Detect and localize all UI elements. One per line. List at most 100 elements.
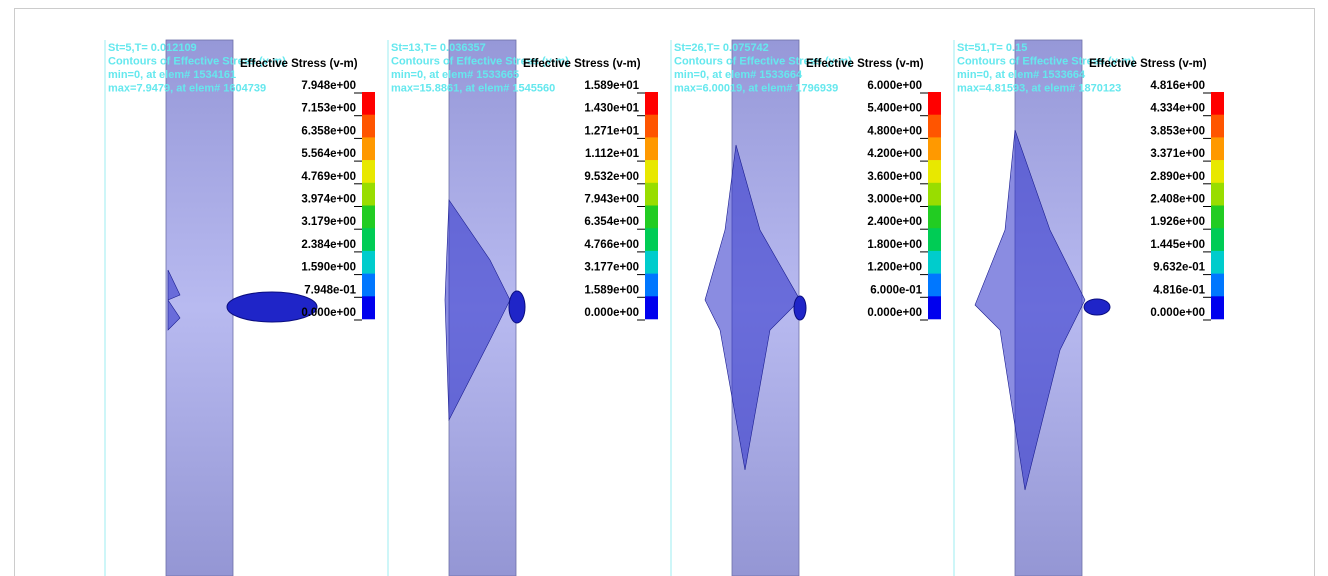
colorbar-cell (928, 137, 941, 160)
colorbar-cell (645, 296, 658, 319)
legend-label: 7.153e+00 (301, 103, 356, 115)
legend-label: 0.000e+00 (867, 307, 922, 319)
legend-label: 3.853e+00 (1150, 125, 1205, 137)
legend-title: Effective Stress (v-m) (240, 58, 358, 70)
legend-label: 3.179e+00 (301, 216, 356, 228)
header-line: min=0, at elem# 1533664 (674, 69, 803, 81)
legend-label: 3.974e+00 (301, 194, 356, 206)
colorbar-cell (645, 206, 658, 229)
colorbar-cell (362, 274, 375, 297)
colorbar-cell (362, 183, 375, 206)
legend-label: 0.000e+00 (1150, 307, 1205, 319)
legend-label: 1.445e+00 (1150, 239, 1205, 251)
colorbar-cell (928, 251, 941, 274)
legend-title: Effective Stress (v-m) (1089, 58, 1207, 70)
legend-label: 3.000e+00 (867, 194, 922, 206)
legend-label: 1.589e+01 (584, 80, 639, 92)
colorbar-cell (362, 160, 375, 183)
projectile (509, 291, 525, 323)
legend-label: 7.948e+00 (301, 80, 356, 92)
legend-label: 1.271e+01 (584, 125, 639, 137)
figure: St=5,T= 0.012109Contours of Effective St… (0, 0, 1328, 576)
colorbar-cell (645, 274, 658, 297)
legend-label: 4.800e+00 (867, 125, 922, 137)
colorbar-cell (1211, 206, 1224, 229)
legend-label: 4.334e+00 (1150, 103, 1205, 115)
header-line: St=51,T= 0.15 (957, 42, 1027, 54)
legend-label: 3.600e+00 (867, 171, 922, 183)
colorbar-cell (928, 160, 941, 183)
colorbar-cell (645, 228, 658, 251)
header-line: min=0, at elem# 1533664 (957, 69, 1086, 81)
legend-title: Effective Stress (v-m) (523, 58, 641, 70)
colorbar-cell (928, 274, 941, 297)
colorbar-cell (1211, 274, 1224, 297)
colorbar-cell (1211, 137, 1224, 160)
legend-label: 4.816e+00 (1150, 80, 1205, 92)
legend-label: 2.890e+00 (1150, 171, 1205, 183)
colorbar-cell (645, 115, 658, 138)
header-line: St=13,T= 0.036357 (391, 42, 486, 54)
legend-label: 5.564e+00 (301, 148, 356, 160)
projectile (794, 296, 806, 320)
colorbar-cell (362, 251, 375, 274)
legend-label: 7.948e-01 (304, 284, 356, 296)
plate (166, 40, 233, 576)
colorbar-cell (1211, 92, 1224, 115)
legend-label: 2.384e+00 (301, 239, 356, 251)
colorbar-cell (928, 115, 941, 138)
colorbar-cell (1211, 296, 1224, 319)
legend-label: 3.371e+00 (1150, 148, 1205, 160)
legend-label: 6.354e+00 (584, 216, 639, 228)
legend-label: 6.000e+00 (867, 80, 922, 92)
legend-label: 1.200e+00 (867, 262, 922, 274)
colorbar-cell (645, 137, 658, 160)
colorbar-cell (362, 137, 375, 160)
colorbar-cell (1211, 251, 1224, 274)
colorbar-cell (928, 92, 941, 115)
legend-label: 4.769e+00 (301, 171, 356, 183)
legend-label: 2.408e+00 (1150, 194, 1205, 206)
colorbar-cell (928, 183, 941, 206)
legend-label: 4.816e-01 (1153, 284, 1205, 296)
header-line: min=0, at elem# 1533665 (391, 69, 519, 81)
legend-label: 1.590e+00 (301, 262, 356, 274)
colorbar-cell (645, 251, 658, 274)
legend-label: 0.000e+00 (584, 307, 639, 319)
colorbar-cell (928, 296, 941, 319)
legend-title: Effective Stress (v-m) (806, 58, 924, 70)
legend-label: 9.632e-01 (1153, 262, 1205, 274)
colorbar-cell (645, 160, 658, 183)
header-line: min=0, at elem# 1534161 (108, 69, 236, 81)
colorbar-cell (362, 296, 375, 319)
projectile (1084, 299, 1110, 315)
legend-label: 3.177e+00 (584, 262, 639, 274)
legend-label: 9.532e+00 (584, 171, 639, 183)
header-line: max=7.9479, at elem# 1604739 (108, 82, 266, 94)
legend-label: 1.589e+00 (584, 284, 639, 296)
legend-label: 5.400e+00 (867, 103, 922, 115)
legend-label: 1.430e+01 (584, 103, 639, 115)
colorbar-cell (928, 206, 941, 229)
legend-label: 1.800e+00 (867, 239, 922, 251)
colorbar-cell (1211, 183, 1224, 206)
colorbar-cell (362, 92, 375, 115)
legend-label: 7.943e+00 (584, 194, 639, 206)
legend-label: 4.766e+00 (584, 239, 639, 251)
header-line: St=26,T= 0.075742 (674, 42, 769, 54)
colorbar-cell (362, 206, 375, 229)
legend-label: 0.000e+00 (301, 307, 356, 319)
legend-label: 6.358e+00 (301, 125, 356, 137)
legend-label: 1.926e+00 (1150, 216, 1205, 228)
colorbar-cell (1211, 228, 1224, 251)
colorbar-cell (362, 228, 375, 251)
legend-label: 2.400e+00 (867, 216, 922, 228)
header-line: max=15.8861, at elem# 1545560 (391, 82, 555, 94)
colorbar-cell (1211, 160, 1224, 183)
header-line: St=5,T= 0.012109 (108, 42, 197, 54)
colorbar-cell (928, 228, 941, 251)
legend-label: 1.112e+01 (585, 148, 640, 160)
header-line: max=4.81593, at elem# 1870123 (957, 82, 1121, 94)
colorbar-cell (645, 183, 658, 206)
legend-label: 6.000e-01 (870, 284, 922, 296)
